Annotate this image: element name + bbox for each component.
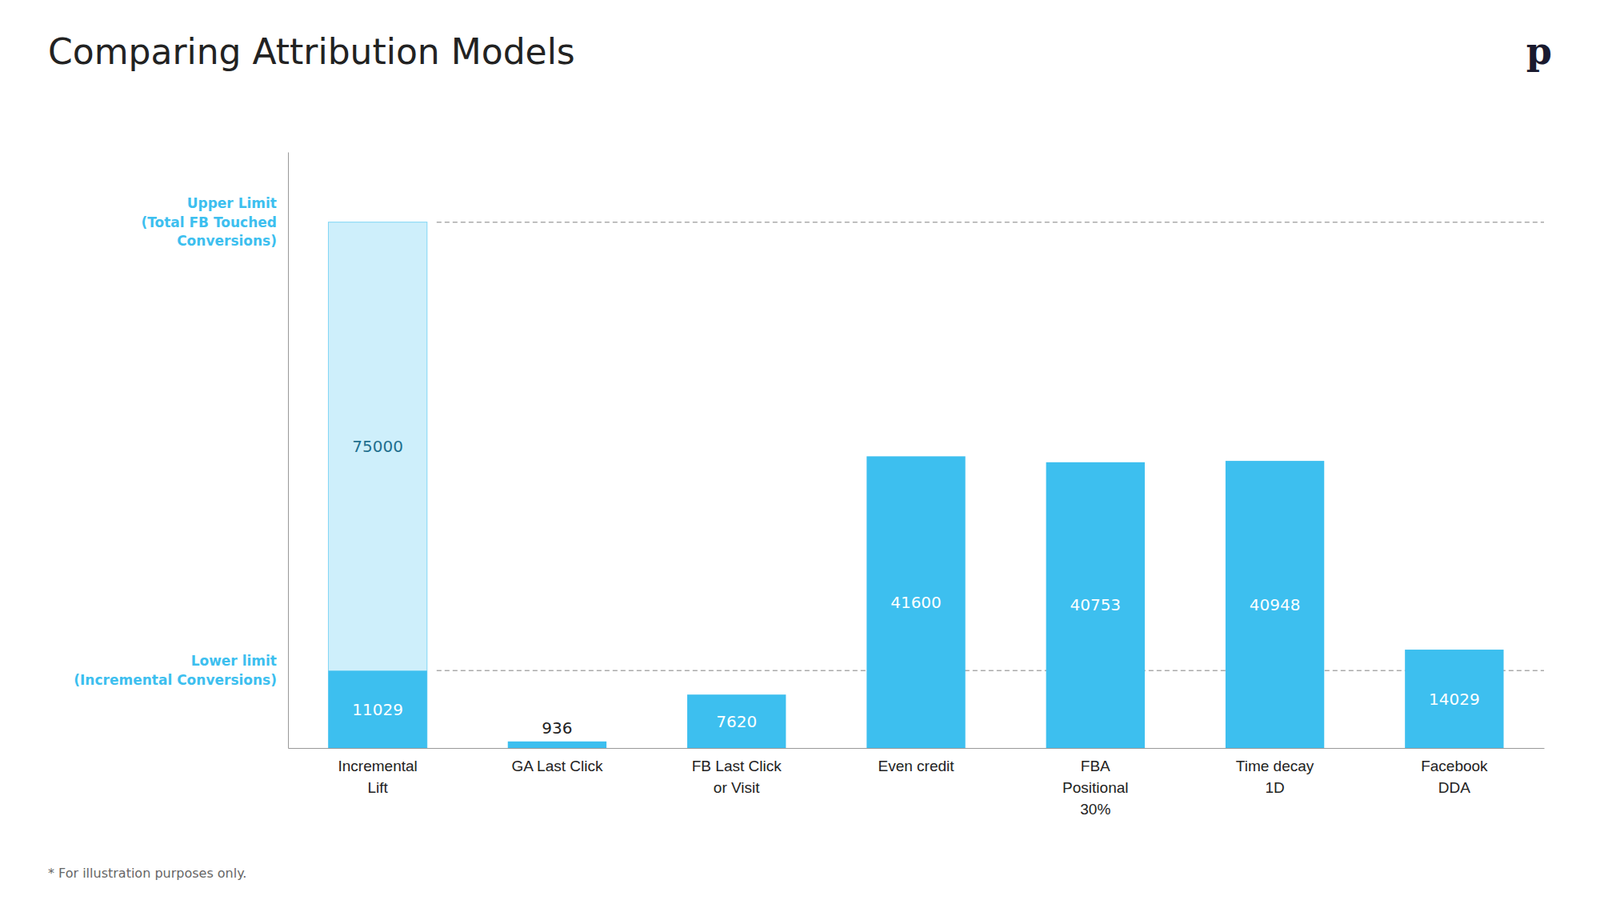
x-tick: FBA Positional 30% <box>1062 757 1128 817</box>
bar <box>1404 649 1504 748</box>
x-tick: Time decay 1D <box>1236 757 1315 796</box>
limit-label-line: Lower limit <box>191 652 277 669</box>
x-tick-label-line: DDA <box>1438 779 1471 796</box>
bar <box>328 670 427 748</box>
limit-label: Upper Limit (Total FB TouchedConversions) <box>140 195 277 250</box>
chart: Comparing Attribution Models Incremental L… <box>0 0 1600 900</box>
footnote: * For illustration purposes only. <box>48 865 247 881</box>
limit-label: Lower limit (Incremental Conversions) <box>73 652 277 688</box>
bar <box>508 741 607 748</box>
x-tick-label-line: Facebook <box>1420 757 1488 775</box>
limit-label-line: (Total FB Touched <box>140 214 277 231</box>
x-tick-label-line: 1D <box>1264 779 1284 796</box>
x-tick: Facebook DDA <box>1420 757 1488 796</box>
x-tick-label-line: or Visit <box>713 779 760 796</box>
bar <box>866 456 965 748</box>
x-tick-label-line: Time decay <box>1236 757 1315 775</box>
data-label: 14029 <box>1428 689 1480 709</box>
data-label: 7620 <box>716 712 757 732</box>
y-axis <box>288 152 289 749</box>
x-tick-label-line: Incremental <box>338 757 418 775</box>
x-tick-label-line: FB Last Click <box>692 757 782 775</box>
x-tick: Even credit <box>877 757 955 775</box>
logo: p <box>1526 29 1552 73</box>
title: Comparing Attribution Models <box>48 31 576 72</box>
limit-line <box>436 670 1544 672</box>
y-axis-line <box>288 152 289 749</box>
x-tick-label-line: 30% <box>1080 800 1111 818</box>
limit-label-line: (Incremental Conversions) <box>73 672 277 688</box>
limit-label-line: Conversions) <box>176 232 277 249</box>
limit-line <box>436 221 1544 224</box>
x-tick: FB Last Click or Visit <box>692 757 782 796</box>
data-label: 40948 <box>1249 595 1301 615</box>
x-tick-label: Time decay 1D <box>1236 757 1315 796</box>
x-tick-label: GA Last Click <box>511 757 604 775</box>
bar <box>1225 460 1324 748</box>
data-label: 75000 <box>352 436 404 456</box>
x-tick-label-line: FBA <box>1080 757 1111 775</box>
x-axis: Incremental Lift GA Last Click FB Last Clic… <box>288 748 1545 818</box>
x-tick-label: FBA Positional 30% <box>1062 757 1128 817</box>
x-tick-label-line: Lift <box>367 779 388 796</box>
data-label: 936 <box>541 718 572 738</box>
x-tick-label: FB Last Click or Visit <box>692 757 782 796</box>
x-tick-label: Incremental Lift <box>338 757 418 796</box>
data-label: 41600 <box>890 592 942 612</box>
data-labels: 11029 936 7620 41600 40753 40948 14029 75000 <box>352 436 1480 738</box>
x-tick-label: Even credit <box>877 757 955 775</box>
x-tick-label: Facebook DDA <box>1420 757 1488 796</box>
x-axis-line <box>288 748 1545 749</box>
x-tick: Incremental Lift <box>338 757 418 796</box>
upper-bar <box>328 222 427 748</box>
bar <box>687 694 786 748</box>
limit-label-line: Upper Limit <box>187 195 277 212</box>
data-label: 40753 <box>1069 595 1121 615</box>
x-tick: GA Last Click <box>511 757 604 775</box>
data-label: 11029 <box>352 700 404 720</box>
bar <box>1046 462 1145 748</box>
x-tick-label-line: GA Last Click <box>511 757 604 775</box>
marks <box>328 222 1544 748</box>
x-tick-label-line: Positional <box>1062 779 1128 796</box>
x-tick-label-line: Even credit <box>877 757 955 775</box>
